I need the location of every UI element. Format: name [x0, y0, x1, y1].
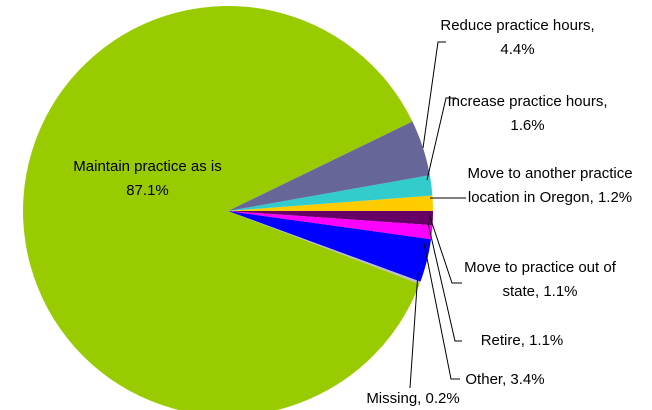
slice-label: Reduce practice hours, 4.4%	[440, 17, 595, 58]
leader-line	[409, 271, 419, 389]
slice-label: Retire, 1.1%	[480, 332, 564, 349]
slice-label: Increase practice hours, 1.6%	[447, 93, 608, 134]
pie-slice	[228, 210, 434, 226]
leader-lines	[409, 41, 466, 389]
leader-line	[426, 97, 456, 181]
slice-label: Move to another practice location in Ore…	[467, 165, 633, 206]
leader-line	[423, 242, 460, 380]
leader-line	[428, 213, 462, 284]
pie-slice	[228, 175, 433, 211]
pie-slice	[228, 211, 433, 240]
pie-slice	[228, 211, 421, 284]
slice-label: Other, 3.4%	[465, 371, 545, 388]
pie-slice	[228, 211, 432, 282]
leader-line	[422, 41, 446, 149]
slice-label: Move to practice out of state, 1.1%	[464, 259, 616, 300]
pie-slice	[23, 6, 420, 410]
slice-label: Missing, 0.2%	[366, 390, 460, 407]
leader-line	[427, 222, 462, 342]
pie-slice	[228, 121, 430, 211]
pie-slice	[228, 195, 433, 211]
slice-label: Maintain practice as is 87.1%	[73, 158, 222, 199]
